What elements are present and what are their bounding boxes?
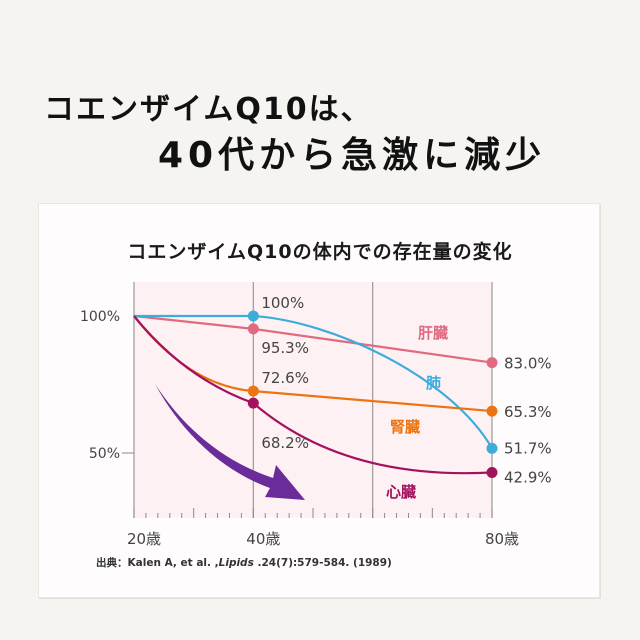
- source-journal: Lipids: [218, 557, 254, 569]
- headline-line-1: コエンザイムQ10は、: [44, 92, 373, 127]
- data-label: 65.3%: [504, 403, 552, 421]
- data-point: [247, 310, 259, 322]
- plot-background: [134, 282, 492, 518]
- x-tick-label: 40歳: [246, 530, 280, 548]
- series-name-label: 肺: [426, 374, 441, 392]
- headline-line-2: 40代から急激に減少: [158, 135, 547, 176]
- data-label: 95.3%: [261, 339, 309, 357]
- chart-title: コエンザイムQ10の体内での存在量の変化: [127, 241, 513, 263]
- series-line-心臓: [133, 315, 493, 475]
- y-tick-label: 100%: [80, 309, 120, 325]
- series-name-label: 腎臓: [390, 418, 420, 436]
- data-label: 68.2%: [261, 434, 309, 452]
- data-label: 83.0%: [504, 355, 552, 373]
- data-label: 100%: [261, 294, 304, 312]
- source-suffix: .24(7):579-584. (1989): [253, 557, 392, 569]
- y-tick-label: 50%: [89, 446, 120, 462]
- data-point: [486, 466, 498, 478]
- data-label: 72.6%: [261, 369, 309, 387]
- data-point: [486, 442, 498, 454]
- x-tick-label: 20歳: [127, 530, 161, 548]
- data-label: 42.9%: [504, 468, 552, 486]
- data-point: [247, 385, 259, 397]
- data-label: 51.7%: [504, 439, 552, 457]
- source-citation: 出典：Kalen A, et al. ,Lipids .24(7):579-58…: [96, 555, 392, 570]
- data-point: [247, 323, 259, 335]
- series-name-label: 心臓: [386, 483, 416, 501]
- series-name-label: 肝臓: [418, 324, 448, 342]
- x-tick-label: 80歳: [485, 530, 519, 548]
- decline-arrow: [155, 384, 305, 500]
- source-prefix: 出典：Kalen A, et al. ,: [96, 557, 219, 569]
- series-line-肺: [134, 314, 493, 449]
- data-point: [486, 357, 498, 369]
- data-point: [247, 397, 259, 409]
- data-point: [486, 405, 498, 417]
